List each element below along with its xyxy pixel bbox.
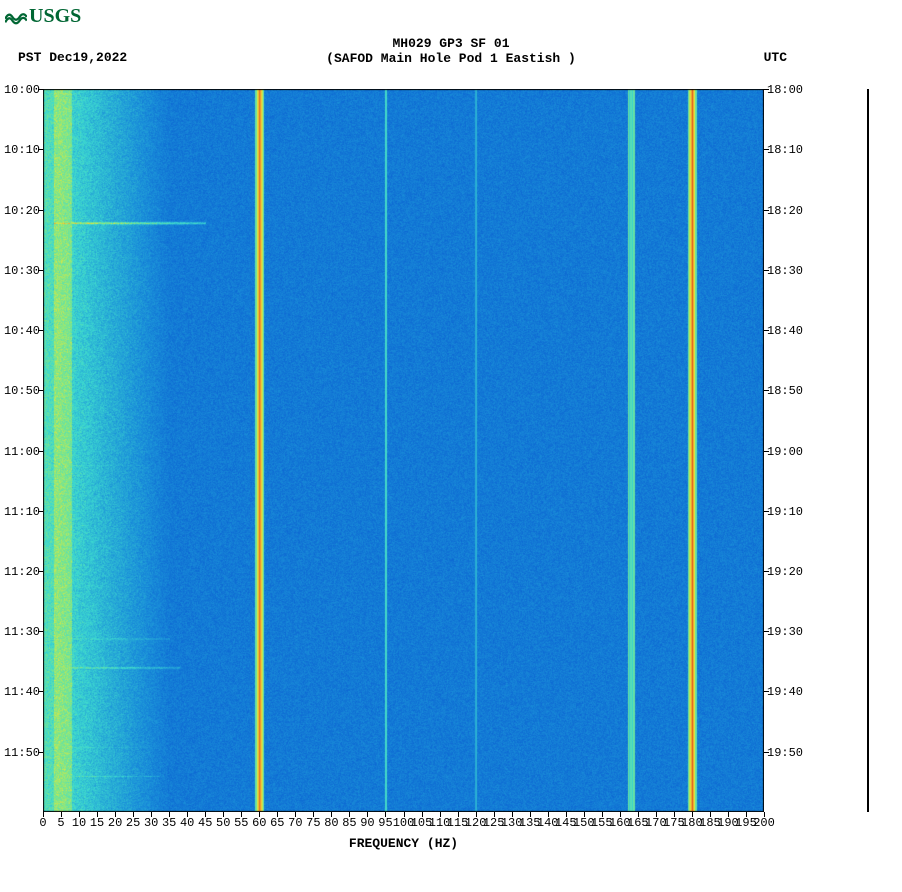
date-left-label: PST Dec19,2022 (18, 50, 127, 65)
x-axis-frequency: FREQUENCY (HZ) 0510152025303540455055606… (43, 812, 764, 852)
usgs-wave-icon (5, 8, 27, 26)
right-vertical-line (867, 89, 869, 812)
x-tick: 35 (162, 816, 176, 830)
y-tick-pst: 10:10 (4, 143, 40, 157)
x-tick: 200 (753, 816, 775, 830)
y-tick-pst: 11:40 (4, 685, 40, 699)
y-tick-pst: 11:10 (4, 505, 40, 519)
y-tick-pst: 11:00 (4, 445, 40, 459)
y-tick-pst: 10:00 (4, 83, 40, 97)
y-tick-utc: 19:50 (767, 746, 803, 760)
y-tick-pst: 10:20 (4, 204, 40, 218)
y-tick-utc: 18:20 (767, 204, 803, 218)
title-line-1: MH029 GP3 SF 01 (0, 36, 902, 51)
usgs-logo-text: USGS (29, 5, 81, 28)
y-tick-pst: 10:30 (4, 264, 40, 278)
y-tick-utc: 18:50 (767, 384, 803, 398)
y-tick-utc: 19:10 (767, 505, 803, 519)
y-tick-pst: 11:50 (4, 746, 40, 760)
y-tick-utc: 19:20 (767, 565, 803, 579)
x-tick: 70 (288, 816, 302, 830)
x-tick: 5 (57, 816, 64, 830)
x-tick: 10 (72, 816, 86, 830)
x-tick: 80 (324, 816, 338, 830)
y-tick-utc: 19:40 (767, 685, 803, 699)
y-tick-utc: 18:00 (767, 83, 803, 97)
x-tick: 60 (252, 816, 266, 830)
y-tick-utc: 18:30 (767, 264, 803, 278)
y-tick-utc: 19:00 (767, 445, 803, 459)
x-tick: 65 (270, 816, 284, 830)
y-tick-utc: 19:30 (767, 625, 803, 639)
y-axis-utc: 18:0018:1018:2018:3018:4018:5019:0019:10… (764, 89, 819, 812)
spectrogram-canvas (43, 89, 764, 812)
x-tick: 85 (342, 816, 356, 830)
y-tick-pst: 11:20 (4, 565, 40, 579)
y-tick-pst: 10:40 (4, 324, 40, 338)
x-tick: 50 (216, 816, 230, 830)
usgs-logo: USGS (5, 5, 81, 28)
x-tick: 0 (39, 816, 46, 830)
x-tick: 30 (144, 816, 158, 830)
x-tick: 90 (360, 816, 374, 830)
y-tick-pst: 10:50 (4, 384, 40, 398)
x-tick: 75 (306, 816, 320, 830)
spectrogram-chart (43, 89, 764, 812)
x-tick: 20 (108, 816, 122, 830)
x-tick: 45 (198, 816, 212, 830)
y-tick-pst: 11:30 (4, 625, 40, 639)
x-tick: 40 (180, 816, 194, 830)
y-axis-pst: 10:0010:1010:2010:3010:4010:5011:0011:10… (0, 89, 43, 812)
x-tick: 25 (126, 816, 140, 830)
y-tick-utc: 18:10 (767, 143, 803, 157)
x-tick: 55 (234, 816, 248, 830)
x-axis-label: FREQUENCY (HZ) (349, 836, 458, 851)
y-tick-utc: 18:40 (767, 324, 803, 338)
date-right-label: UTC (764, 50, 787, 65)
x-tick: 95 (378, 816, 392, 830)
x-tick: 15 (90, 816, 104, 830)
